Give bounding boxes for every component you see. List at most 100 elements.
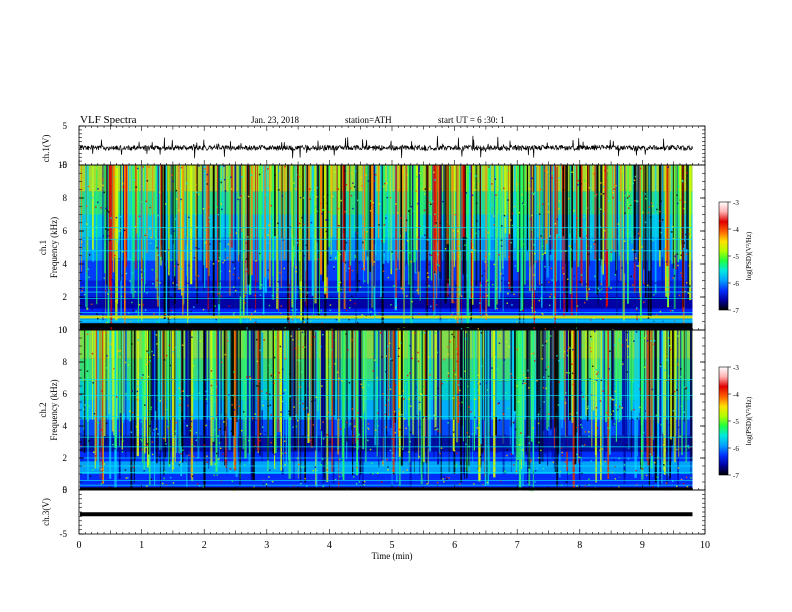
spectral-speckle xyxy=(149,360,151,362)
spectral-speckle xyxy=(228,290,230,293)
spectral-speckle xyxy=(481,448,484,451)
spectral-speckle xyxy=(399,235,401,237)
spectral-speckle xyxy=(150,478,153,481)
spectral-band xyxy=(80,461,693,474)
spectral-speckle xyxy=(233,409,236,411)
spectral-speckle xyxy=(486,279,489,282)
spectral-speckle xyxy=(119,230,121,232)
sferic-streak xyxy=(510,330,512,473)
spectral-speckle xyxy=(179,461,181,463)
spectral-speckle xyxy=(499,189,501,192)
spectral-speckle xyxy=(419,452,421,455)
sferic-streak xyxy=(412,330,415,435)
spectral-speckle xyxy=(410,260,412,263)
sferic-streak xyxy=(311,165,314,296)
spectral-speckle xyxy=(379,204,382,206)
spectral-speckle xyxy=(392,472,395,475)
sferic-streak xyxy=(463,165,466,299)
spectral-speckle xyxy=(358,433,361,436)
sferic-streak xyxy=(666,165,669,266)
spectral-speckle xyxy=(530,306,533,309)
spectral-speckle xyxy=(267,405,269,407)
spectral-speckle xyxy=(662,219,664,221)
sferic-streak xyxy=(561,330,563,428)
spectral-speckle xyxy=(528,387,530,389)
spectral-speckle xyxy=(239,196,241,199)
spectral-speckle xyxy=(599,289,601,292)
sferic-streak xyxy=(293,330,295,481)
spectral-speckle xyxy=(220,203,223,205)
sferic-streak xyxy=(495,165,497,309)
spectral-speckle xyxy=(409,344,411,347)
spectral-speckle xyxy=(254,310,257,313)
spectral-speckle xyxy=(334,257,337,260)
spectral-speckle xyxy=(270,204,273,207)
spectral-speckle xyxy=(548,311,550,313)
sferic-streak xyxy=(384,330,386,463)
spectral-speckle xyxy=(605,386,608,389)
spectral-speckle xyxy=(131,390,133,392)
spectral-speckle xyxy=(565,392,567,394)
spectral-speckle xyxy=(660,231,663,234)
spectral-speckle xyxy=(351,295,353,298)
spectral-speckle xyxy=(387,345,389,348)
sferic-streak xyxy=(85,165,86,307)
sferic-streak xyxy=(96,165,98,305)
spectral-speckle xyxy=(637,232,640,235)
spectral-speckle xyxy=(186,424,188,427)
spectral-speckle xyxy=(599,226,601,228)
spectral-speckle xyxy=(199,340,202,342)
sferic-streak xyxy=(437,165,440,264)
spectral-speckle xyxy=(558,236,560,239)
spectral-speckle xyxy=(626,331,628,334)
spectral-speckle xyxy=(434,179,436,181)
spectral-speckle xyxy=(298,227,301,230)
spectral-speckle xyxy=(681,275,683,277)
spectral-speckle xyxy=(680,405,683,408)
spectral-speckle xyxy=(665,261,668,263)
spectral-speckle xyxy=(597,365,599,367)
spectral-speckle xyxy=(471,249,473,251)
spectral-speckle xyxy=(608,199,610,202)
sferic-streak xyxy=(239,330,241,486)
spectral-speckle xyxy=(206,461,209,464)
spectral-speckle xyxy=(399,428,401,431)
spectral-speckle xyxy=(150,408,152,411)
spectral-speckle xyxy=(591,401,593,404)
spectral-speckle xyxy=(551,279,553,281)
spectral-speckle xyxy=(423,385,425,388)
spectral-speckle xyxy=(179,397,182,400)
spectral-speckle xyxy=(148,361,151,363)
spectral-speckle xyxy=(321,209,324,211)
spectral-speckle xyxy=(534,481,536,483)
spectral-speckle xyxy=(495,451,498,453)
spectral-speckle xyxy=(329,257,332,259)
spectral-speckle xyxy=(329,304,332,306)
spectral-speckle xyxy=(577,179,580,182)
spectral-speckle xyxy=(654,461,656,464)
sferic-streak xyxy=(398,165,400,270)
spectral-speckle xyxy=(284,389,286,391)
spectral-speckle xyxy=(427,446,429,449)
sferic-streak xyxy=(391,330,393,486)
spectral-speckle xyxy=(271,480,274,483)
spectral-speckle xyxy=(307,412,309,415)
spectral-speckle xyxy=(104,290,107,293)
spectral-speckle xyxy=(165,408,168,411)
spectral-speckle xyxy=(88,330,90,333)
spectral-speckle xyxy=(281,368,284,371)
spectral-speckle xyxy=(626,189,629,192)
spectral-speckle xyxy=(367,426,369,429)
spectral-speckle xyxy=(243,401,246,403)
spectral-speckle xyxy=(641,450,643,452)
spectral-speckle xyxy=(618,405,621,408)
spectral-speckle xyxy=(668,424,671,426)
sferic-streak xyxy=(466,165,469,329)
spectrogram-2 xyxy=(80,330,693,492)
sferic-streak xyxy=(511,330,514,455)
spectral-speckle xyxy=(580,424,582,426)
spectral-speckle xyxy=(665,355,667,358)
spectral-speckle xyxy=(192,365,195,367)
spectral-speckle xyxy=(231,480,234,483)
spectral-speckle xyxy=(282,239,284,241)
